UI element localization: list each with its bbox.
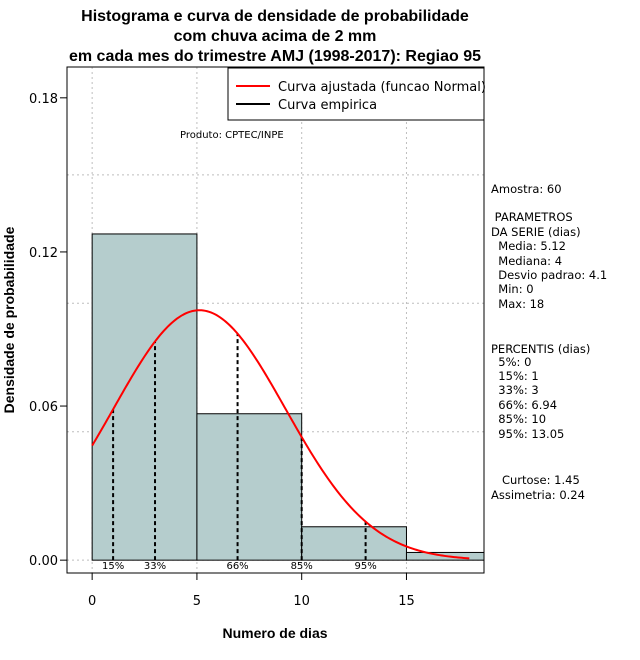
percentil-95: 95%: 13.05 [491,427,564,441]
x-tick-label-2: 10 [293,594,310,609]
percentile-label-95%: 95% [354,561,376,572]
legend: Curva ajustada (funcao Normal) Curva emp… [227,67,486,121]
legend-label-empirical: Curva empirica [278,98,377,113]
chart-title-line-1: Histograma e curva de densidade de proba… [81,8,469,25]
percentil-85: 85%: 10 [491,412,546,426]
x-axis-title: Numero de dias [222,625,327,641]
histogram-bar-0 [91,233,198,561]
percentile-label-33%: 33% [144,561,166,572]
histogram-bar-2 [301,526,407,561]
x-tick-label-1: 5 [193,594,201,609]
kurtosis: Curtose: 1.45 [491,473,580,487]
param-mediana: Mediana: 4 [491,254,562,268]
y-tick-label-0: 0.00 [29,554,58,569]
normal-fit-curve [91,309,470,560]
percentile-labels: 15% 33% 66% 85% 95% [102,561,377,572]
percentile-lines [112,333,367,561]
param-min: Min: 0 [491,282,534,296]
statistics-panel: Amostra: 60 PARAMETROS DA SERIE (dias) M… [491,182,607,502]
chart-title-line-2: com chuva acima de 2 mm [174,28,377,45]
percentil-15: 15%: 1 [491,369,539,383]
sample-size: Amostra: 60 [491,182,562,196]
x-axis: 0 5 10 15 [88,573,415,609]
param-desvio: Desvio padrao: 4.1 [491,268,607,282]
params-title-1: PARAMETROS [491,210,573,224]
x-tick-label-0: 0 [88,594,96,609]
x-tick-label-3: 15 [398,594,415,609]
normal-curve-layer [91,309,470,560]
y-axis: 0.00 0.06 0.12 0.18 [29,92,67,569]
histogram-bar-1 [196,413,303,561]
y-axis-title: Densidade de probabilidade [1,226,17,413]
legend-label-fitted: Curva ajustada (funcao Normal) [278,80,486,95]
plot-frame [66,66,485,574]
percentile-label-85%: 85% [291,561,313,572]
histogram-bars [91,233,485,561]
skewness: Assimetria: 0.24 [491,488,585,502]
percentis-title: PERCENTIS (dias) [491,342,590,356]
legend-box [227,67,485,121]
product-credit: Produto: CPTEC/INPE [180,130,284,141]
y-tick-label-2: 0.12 [29,246,58,261]
percentile-label-15%: 15% [102,561,124,572]
chart-title-line-3: em cada mes do trimestre AMJ (1998-2017)… [69,48,481,65]
param-media: Media: 5.12 [491,239,566,253]
percentil-33: 33%: 3 [491,383,539,397]
param-max: Max: 18 [491,297,544,311]
percentil-66: 66%: 6.94 [491,398,557,412]
params-title-2: DA SERIE (dias) [491,225,581,239]
y-tick-label-3: 0.18 [29,92,58,107]
percentile-label-66%: 66% [226,561,248,572]
y-tick-label-1: 0.06 [29,400,58,415]
percentil-5: 5%: 0 [491,355,531,369]
